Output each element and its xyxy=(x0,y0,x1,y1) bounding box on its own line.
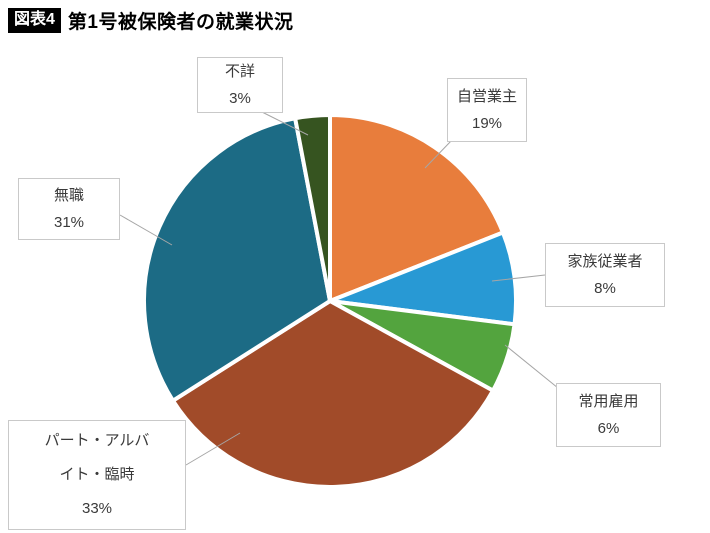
leader-line-self-employed xyxy=(424,139,453,169)
pie-svg xyxy=(119,111,559,489)
pie-chart: 自営業主 19% 家族従業者 8% 常用雇用 6% パート・アルバ イト・臨時 … xyxy=(0,53,710,533)
pie-slice-self-employed xyxy=(328,113,505,303)
callout-value: 33% xyxy=(81,499,113,517)
leader-line-part-time-temp xyxy=(185,432,241,466)
page-title: 第1号被保険者の就業状況 xyxy=(67,12,294,33)
callout-label: 不詳 xyxy=(224,63,255,80)
callout-label: イト・臨時 xyxy=(59,466,135,484)
callout-value: 19% xyxy=(471,115,503,132)
pie-slice-unknown xyxy=(293,112,332,303)
callout-family-worker: 家族従業者 8% xyxy=(545,243,665,307)
pie-slice-unemployed xyxy=(142,116,332,403)
leader-line-unemployed xyxy=(119,214,173,246)
leader-line-unknown xyxy=(261,111,309,136)
callout-value: 31% xyxy=(53,214,85,231)
callout-part-time-temp: パート・アルバ イト・臨時 33% xyxy=(8,420,186,530)
callout-self-employed: 自営業主 19% xyxy=(447,78,527,142)
callout-value: 6% xyxy=(597,420,620,437)
callout-value: 3% xyxy=(229,90,251,107)
callout-value: 8% xyxy=(594,280,616,297)
callout-unemployed: 無職 31% xyxy=(18,178,120,240)
callout-label: パート・アルバ xyxy=(44,432,150,450)
callout-label: 無職 xyxy=(53,187,84,204)
callout-regular-employment: 常用雇用 6% xyxy=(556,383,661,447)
leader-line-regular-employment xyxy=(504,344,559,389)
callout-label: 常用雇用 xyxy=(578,393,639,410)
pie-slice-part-time-temp xyxy=(170,299,495,489)
figure-badge: 図表4 xyxy=(8,8,61,33)
callout-label: 自営業主 xyxy=(456,88,517,105)
callout-label: 家族従業者 xyxy=(567,253,643,270)
leader-line-family-worker xyxy=(491,274,546,282)
callout-unknown: 不詳 3% xyxy=(197,57,283,113)
chart-header: 図表4 第1号被保険者の就業状況 xyxy=(8,7,293,34)
